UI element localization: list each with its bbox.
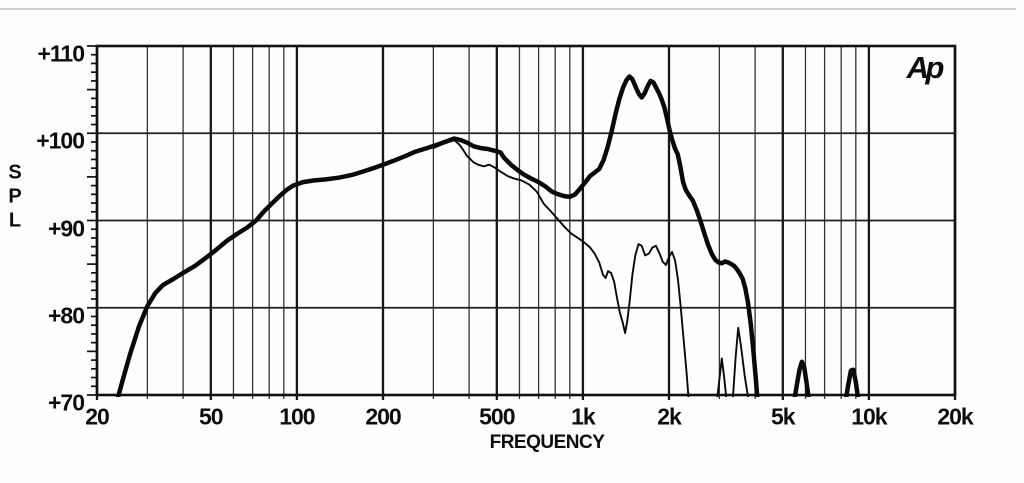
y-tick-label: +100 [36, 127, 85, 154]
thin-response-curve [716, 357, 728, 397]
thick-response-curve [792, 359, 811, 397]
x-tick-label: 20k [937, 403, 973, 430]
scan-artifact-rule [0, 8, 1016, 10]
y-axis-title-letter: P [8, 185, 22, 208]
x-tick-label: 200 [365, 403, 401, 430]
y-axis-title-letter: L [8, 209, 22, 232]
ap-logo: Ap [906, 50, 945, 85]
thin-response-curve [432, 139, 690, 397]
x-axis-title: FREQUENCY [489, 432, 605, 453]
plot-border [95, 44, 957, 397]
x-tick-label: 5k [771, 403, 796, 430]
x-tick-label: 50 [199, 403, 224, 430]
x-tick-label: 20 [85, 403, 110, 430]
x-tick-label: 2k [657, 403, 682, 430]
y-tick-label: +80 [47, 302, 85, 329]
x-tick-label: 500 [479, 403, 515, 430]
x-tick-label: 1k [571, 403, 596, 430]
y-tick-label: +110 [37, 40, 85, 67]
y-tick-label: +70 [47, 389, 85, 416]
x-tick-label: 100 [279, 403, 315, 430]
y-axis-title-letter: S [8, 161, 22, 184]
y-tick-label: +90 [47, 215, 85, 241]
thick-response-curve [115, 74, 760, 397]
thin-response-curve [732, 326, 750, 397]
thick-response-curve [843, 367, 861, 397]
x-tick-label: 10k [851, 403, 887, 430]
